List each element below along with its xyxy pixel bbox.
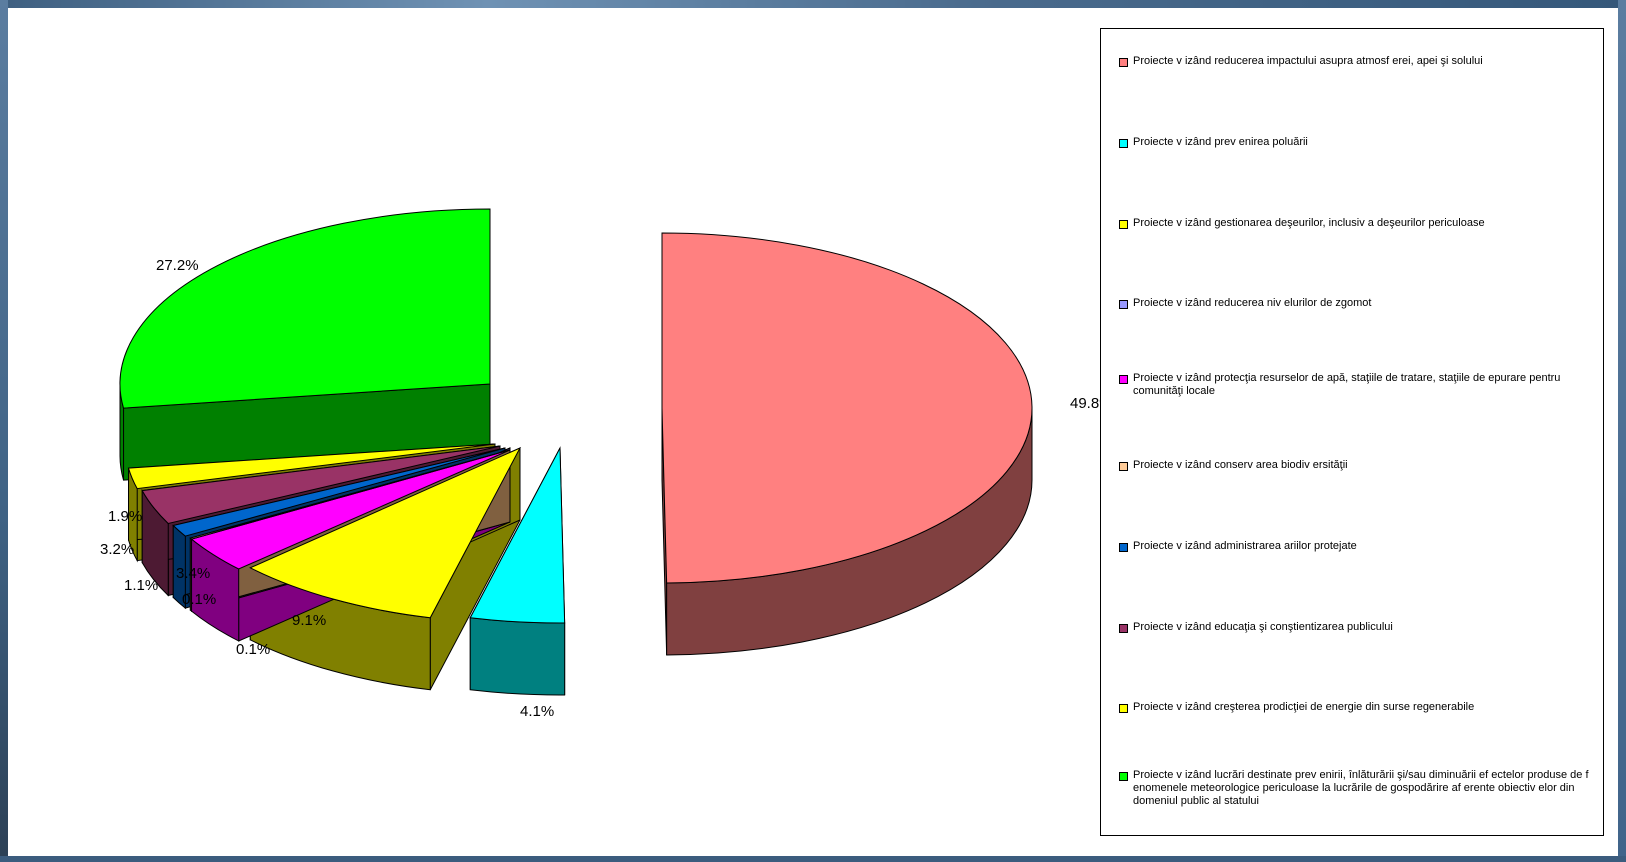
legend-item-2: Proiecte v izând gestionarea deşeurilor,… bbox=[1119, 217, 1599, 230]
background-bottom bbox=[0, 856, 1626, 862]
slice-7 bbox=[141, 445, 501, 525]
slice-label-2: 9.1% bbox=[292, 612, 326, 629]
slice-2 bbox=[249, 446, 522, 619]
legend-label-8: Proiecte v izând creşterea prodicţiei de… bbox=[1133, 701, 1475, 713]
legend-swatch-3 bbox=[1119, 300, 1128, 309]
legend-swatch-9 bbox=[1119, 772, 1128, 781]
chart-legend: Proiecte v izând reducerea impactului as… bbox=[1100, 28, 1604, 836]
legend-label-6: Proiecte v izând administrarea ariilor p… bbox=[1133, 540, 1357, 552]
background-left bbox=[0, 0, 8, 862]
legend-swatch-7 bbox=[1119, 624, 1128, 633]
legend-item-4: Proiecte v izând protecţia resurselor de… bbox=[1119, 372, 1599, 398]
legend-label-0: Proiecte v izând reducerea impactului as… bbox=[1133, 55, 1483, 67]
legend-label-1: Proiecte v izând prev enirea poluării bbox=[1133, 136, 1308, 148]
slice-label-4: 3.4% bbox=[176, 565, 210, 582]
slice-wall-1 bbox=[469, 617, 566, 696]
slice-label-3: 0.1% bbox=[236, 641, 270, 658]
legend-item-3: Proiecte v izând reducerea niv elurilor … bbox=[1119, 297, 1599, 310]
slice-8 bbox=[127, 443, 496, 490]
slice-0 bbox=[661, 232, 1033, 584]
legend-swatch-5 bbox=[1119, 462, 1128, 471]
slice-label-1: 4.1% bbox=[520, 703, 554, 720]
legend-swatch-2 bbox=[1119, 220, 1128, 229]
background-right bbox=[1618, 0, 1626, 862]
background-top bbox=[0, 0, 1626, 8]
legend-swatch-8 bbox=[1119, 704, 1128, 713]
legend-item-6: Proiecte v izând administrarea ariilor p… bbox=[1119, 540, 1599, 553]
slice-label-7: 3.2% bbox=[100, 541, 134, 558]
slice-6 bbox=[172, 447, 506, 537]
legend-item-9: Proiecte v izând lucrări destinate prev … bbox=[1119, 769, 1599, 808]
slice-label-9: 27.2% bbox=[156, 257, 199, 274]
legend-swatch-4 bbox=[1119, 375, 1128, 384]
legend-label-2: Proiecte v izând gestionarea deşeurilor,… bbox=[1133, 217, 1485, 229]
legend-label-9: Proiecte v izând lucrări destinate prev … bbox=[1133, 769, 1589, 807]
legend-swatch-0 bbox=[1119, 58, 1128, 67]
legend-label-4: Proiecte v izând protecţia resurselor de… bbox=[1133, 372, 1561, 397]
slice-9 bbox=[119, 208, 491, 409]
legend-item-7: Proiecte v izând educaţia şi conştientiz… bbox=[1119, 621, 1599, 634]
slice-5 bbox=[189, 449, 511, 540]
legend-item-5: Proiecte v izând conserv area biodiv ers… bbox=[1119, 459, 1599, 472]
legend-label-5: Proiecte v izând conserv area biodiv ers… bbox=[1133, 459, 1348, 471]
slice-label-5: 0.1% bbox=[182, 591, 216, 608]
legend-label-3: Proiecte v izând reducerea niv elurilor … bbox=[1133, 297, 1372, 309]
slice-label-8: 1.9% bbox=[108, 508, 142, 525]
legend-swatch-1 bbox=[1119, 139, 1128, 148]
legend-label-7: Proiecte v izând educaţia şi conştientiz… bbox=[1133, 621, 1393, 633]
slice-1 bbox=[469, 446, 566, 624]
slice-label-6: 1.1% bbox=[124, 577, 158, 594]
legend-item-8: Proiecte v izând creşterea prodicţiei de… bbox=[1119, 701, 1599, 714]
legend-item-0: Proiecte v izând reducerea impactului as… bbox=[1119, 55, 1599, 68]
legend-swatch-6 bbox=[1119, 543, 1128, 552]
pie-tops bbox=[119, 208, 1033, 624]
pie-labels: 49.8%4.1%9.1%0.1%3.4%0.1%1.1%3.2%1.9%27.… bbox=[100, 257, 1113, 720]
legend-item-1: Proiecte v izând prev enirea poluării bbox=[1119, 136, 1599, 149]
